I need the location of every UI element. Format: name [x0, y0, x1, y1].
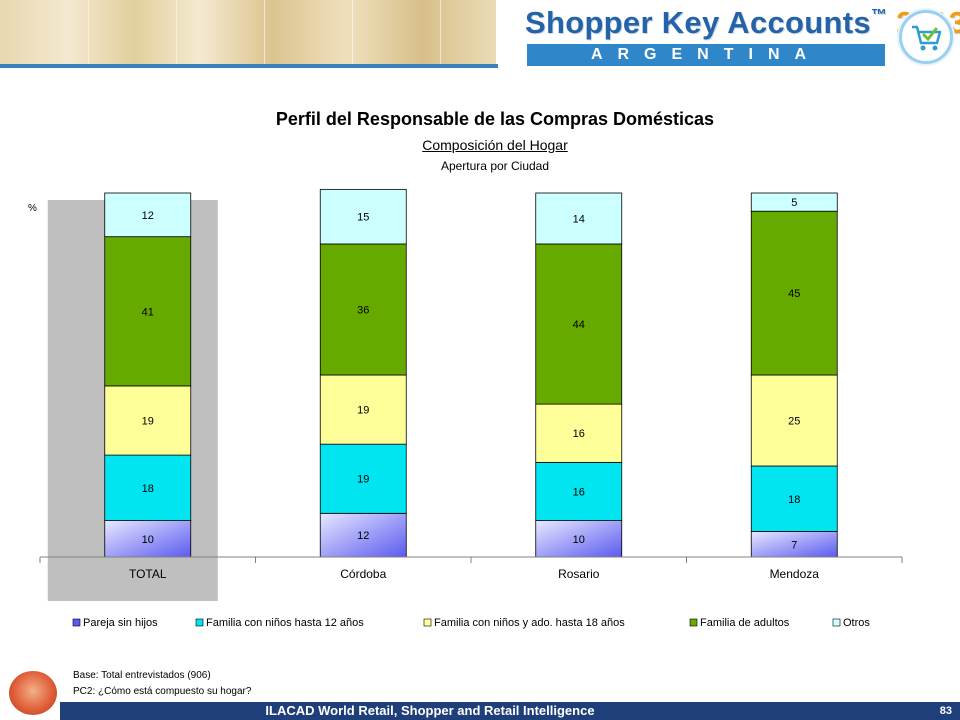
- shopper-key-seal-logo: [9, 671, 57, 715]
- data-label: 15: [357, 212, 369, 224]
- data-label: 10: [573, 534, 585, 546]
- question-note: PC2: ¿Cómo está compuesto su hogar?: [73, 686, 252, 697]
- data-label: 14: [573, 213, 585, 225]
- legend-label: Familia con niños hasta 12 años: [206, 617, 364, 629]
- bar-segment: [319, 443, 407, 514]
- chart-subtitle: Composición del Hogar: [422, 137, 568, 153]
- brand-name: Shopper Key Accounts: [525, 5, 871, 40]
- header-divider: [0, 64, 498, 68]
- data-label: 10: [142, 534, 154, 546]
- bar-segment: [750, 465, 838, 532]
- data-label: 16: [573, 486, 585, 498]
- legend-label: Familia con niños y ado. hasta 18 años: [434, 617, 625, 629]
- data-label: 45: [788, 288, 800, 300]
- data-label: 25: [788, 416, 800, 428]
- x-tick-label: Córdoba: [340, 567, 386, 581]
- bar-segment: [535, 192, 623, 245]
- bar-segment: [750, 210, 838, 376]
- base-note: Base: Total entrevistados (906): [73, 670, 211, 681]
- data-label: 18: [142, 483, 154, 495]
- x-tick-label: Rosario: [558, 567, 600, 581]
- legend-swatch: [689, 618, 698, 627]
- y-axis-unit-label: %: [28, 203, 37, 214]
- legend-label: Otros: [843, 617, 870, 629]
- data-label: 19: [142, 416, 154, 428]
- bar-segment: [535, 461, 623, 521]
- chart-subtitle-2: Apertura por Ciudad: [440, 159, 550, 173]
- bar-segment: [535, 403, 623, 463]
- company-name: ILACAD World Retail, Shopper and Retail …: [265, 703, 595, 718]
- data-label: 44: [573, 319, 585, 331]
- bar-segment: [104, 192, 192, 238]
- bar-segment: [535, 520, 623, 558]
- country-bar: ARGENTINA: [527, 44, 885, 66]
- data-label: 12: [357, 530, 369, 542]
- header-photo: [176, 0, 265, 66]
- header-photo: [352, 0, 441, 66]
- data-label: 7: [791, 539, 797, 551]
- data-label: 19: [357, 474, 369, 486]
- bar-segment: [319, 512, 407, 558]
- bar-segment: [319, 188, 407, 245]
- bar-segment: [319, 374, 407, 445]
- legend-label: Familia de adultos: [700, 617, 790, 629]
- page-number: 83: [939, 705, 952, 717]
- x-tick-label: Mendoza: [770, 567, 820, 581]
- x-tick-label: TOTAL: [129, 567, 167, 581]
- bar-segment: [750, 374, 838, 467]
- footer-bar: ILACAD World Retail, Shopper and Retail …: [60, 702, 960, 720]
- header-photo: [88, 0, 177, 66]
- legend-swatch: [72, 618, 81, 627]
- legend-swatch: [423, 618, 432, 627]
- header-photo: [264, 0, 353, 66]
- header-photo-strip: [0, 0, 496, 66]
- data-label: 41: [142, 306, 154, 318]
- shopping-cart-logo-icon: [899, 10, 953, 64]
- trademark: ™: [870, 7, 888, 24]
- data-label: 19: [357, 405, 369, 417]
- bar-segment: [104, 385, 192, 456]
- chart-title: Perfil del Responsable de las Compras Do…: [275, 109, 715, 129]
- data-label: 5: [791, 197, 797, 209]
- bar-segment: [750, 192, 838, 212]
- legend-swatch: [832, 618, 841, 627]
- bar-segment: [104, 454, 192, 521]
- legend-label: Pareja sin hijos: [83, 617, 158, 629]
- data-label: 12: [142, 210, 154, 222]
- legend-swatch: [195, 618, 204, 627]
- data-label: 36: [357, 304, 369, 316]
- header-photo: [0, 0, 89, 66]
- data-label: 16: [573, 428, 585, 440]
- data-label: 18: [788, 494, 800, 506]
- bar-segment: [319, 243, 407, 376]
